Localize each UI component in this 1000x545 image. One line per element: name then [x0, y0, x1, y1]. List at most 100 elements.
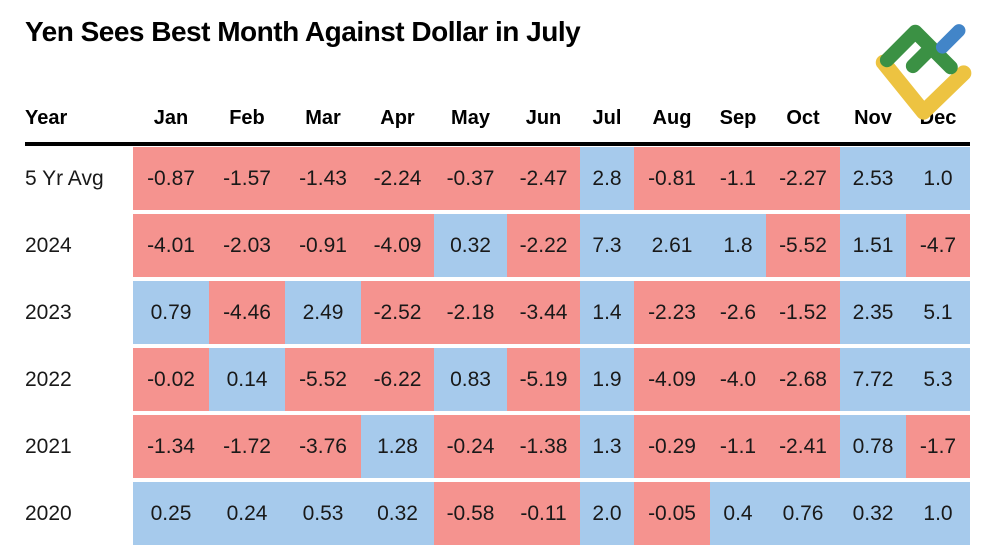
table-cell: -1.38: [507, 415, 580, 478]
table-cell: -1.52: [766, 281, 840, 344]
header-month-nov: Nov: [854, 107, 892, 129]
table-cell: -4.09: [361, 214, 434, 277]
table-cell: -4.0: [710, 348, 766, 411]
table-cell: 0.76: [766, 482, 840, 545]
table-cell: -0.05: [634, 482, 710, 545]
table-cell: 1.4: [580, 281, 634, 344]
chart-title: Yen Sees Best Month Against Dollar in Ju…: [25, 16, 581, 47]
table-cell: 0.79: [133, 281, 209, 344]
table-cell: 0.32: [434, 214, 507, 277]
header-month-may: May: [451, 107, 490, 129]
table-cell: -5.52: [766, 214, 840, 277]
table-cell: 7.72: [840, 348, 906, 411]
table-cell: -0.87: [133, 147, 209, 210]
table-cell: -3.44: [507, 281, 580, 344]
table-cell: -2.41: [766, 415, 840, 478]
table-cell: 0.83: [434, 348, 507, 411]
table-body: 5 Yr Avg -0.87 -1.57 -1.43 -2.24 -0.37 -2.47 2.…: [25, 147, 970, 545]
table-cell: 1.51: [840, 214, 906, 277]
table-cell: 0.4: [710, 482, 766, 545]
table-cell: 7.3: [580, 214, 634, 277]
row-label: 2024: [25, 214, 133, 277]
table-row: 2020 0.25 0.24 0.53 0.32 -0.58 -0.11 2.0 -0.05 0.…: [25, 482, 970, 545]
header-month-mar: Mar: [305, 107, 341, 129]
table-cell: -1.1: [710, 415, 766, 478]
table-cell: -1.72: [209, 415, 285, 478]
table-cell: 1.8: [710, 214, 766, 277]
table-cell: -4.46: [209, 281, 285, 344]
litefinance-logo-icon: [875, 24, 972, 120]
table-cell: -0.37: [434, 147, 507, 210]
table-cell: -1.57: [209, 147, 285, 210]
table-cell: 1.0: [906, 482, 970, 545]
table-cell: 1.28: [361, 415, 434, 478]
table-cell: 1.3: [580, 415, 634, 478]
table-cell: -5.52: [285, 348, 361, 411]
table-row: 2021 -1.34 -1.72 -3.76 1.28 -0.24 -1.38 1.3 -0.2…: [25, 415, 970, 478]
table-cell: 2.35: [840, 281, 906, 344]
table-header-row: Year Jan Feb Mar Apr May Jun Jul Aug Sep Oct Nov Dec: [25, 95, 970, 146]
header-month-feb: Feb: [229, 107, 265, 129]
table-cell: 2.53: [840, 147, 906, 210]
table-cell: 1.0: [906, 147, 970, 210]
table-cell: -2.24: [361, 147, 434, 210]
table-cell: -0.24: [434, 415, 507, 478]
table-cell: 0.24: [209, 482, 285, 545]
header-month-oct: Oct: [786, 107, 820, 129]
row-label: 2023: [25, 281, 133, 344]
logo-blue-stroke: [935, 24, 966, 54]
table-cell: -2.22: [507, 214, 580, 277]
table-cell: -0.81: [634, 147, 710, 210]
table-row: 2024 -4.01 -2.03 -0.91 -4.09 0.32 -2.22 7.3 2.61…: [25, 214, 970, 277]
logo-green-crossbar: [905, 41, 938, 74]
header-month-jun: Jun: [525, 107, 562, 129]
monthly-returns-table: Year Jan Feb Mar Apr May Jun Jul Aug Sep Oct Nov Dec…: [25, 95, 970, 545]
table-cell: -1.43: [285, 147, 361, 210]
table-cell: 2.0: [580, 482, 634, 545]
table-cell: -2.18: [434, 281, 507, 344]
table-cell: -0.02: [133, 348, 209, 411]
table-cell: -4.7: [906, 214, 970, 277]
logo-green-chevron: [879, 24, 958, 75]
header-month-sep: Sep: [719, 107, 757, 129]
table-cell: 0.14: [209, 348, 285, 411]
table-cell: -5.19: [507, 348, 580, 411]
header-month-jan: Jan: [153, 107, 189, 129]
table-cell: -2.68: [766, 348, 840, 411]
table-cell: 2.49: [285, 281, 361, 344]
table-cell: 1.9: [580, 348, 634, 411]
table-cell: -3.76: [285, 415, 361, 478]
table-cell: -1.7: [906, 415, 970, 478]
table-cell: 2.61: [634, 214, 710, 277]
table-cell: -2.23: [634, 281, 710, 344]
table-cell: -4.01: [133, 214, 209, 277]
table-cell: -1.1: [710, 147, 766, 210]
header-year: Year: [25, 107, 68, 129]
table-cell: -2.27: [766, 147, 840, 210]
logo-yellow-check: [875, 54, 972, 120]
header-month-aug: Aug: [652, 107, 692, 129]
table-row: 5 Yr Avg -0.87 -1.57 -1.43 -2.24 -0.37 -2.47 2.…: [25, 147, 970, 210]
table-cell: 2.8: [580, 147, 634, 210]
table-cell: 0.78: [840, 415, 906, 478]
row-label: 5 Yr Avg: [25, 147, 133, 210]
table-row: 2023 0.79 -4.46 2.49 -2.52 -2.18 -3.44 1.4 -2.23…: [25, 281, 970, 344]
table-cell: -2.03: [209, 214, 285, 277]
table-cell: -0.58: [434, 482, 507, 545]
table-cell: 5.1: [906, 281, 970, 344]
table-cell: 5.3: [906, 348, 970, 411]
row-label: 2020: [25, 482, 133, 545]
table-cell: 0.32: [361, 482, 434, 545]
table-cell: -4.09: [634, 348, 710, 411]
table-cell: -6.22: [361, 348, 434, 411]
table-cell: 0.32: [840, 482, 906, 545]
header-month-apr: Apr: [380, 107, 415, 129]
table-cell: 0.25: [133, 482, 209, 545]
table-cell: -0.91: [285, 214, 361, 277]
table-cell: -0.29: [634, 415, 710, 478]
table-cell: -2.52: [361, 281, 434, 344]
table-cell: -2.47: [507, 147, 580, 210]
row-label: 2021: [25, 415, 133, 478]
row-label: 2022: [25, 348, 133, 411]
